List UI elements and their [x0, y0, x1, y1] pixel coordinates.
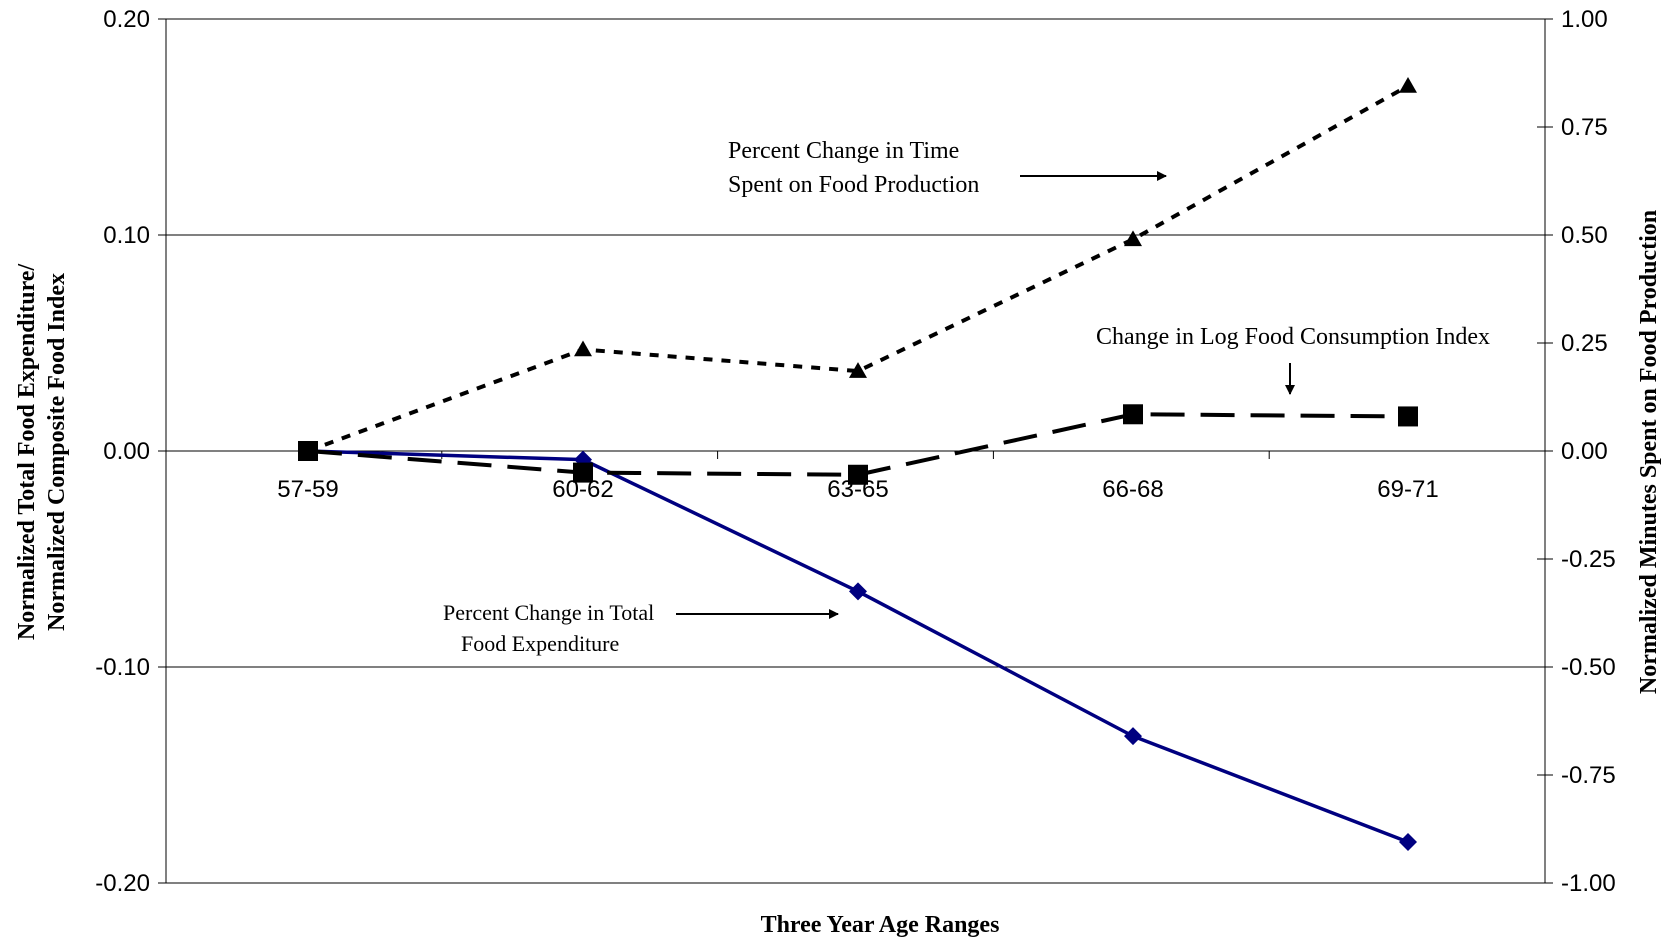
series-line: [307, 84, 1409, 453]
data-point-diamond: [1399, 832, 1417, 851]
right-axis-tick-label: -1.00: [1561, 870, 1616, 897]
data-point-triangle: [299, 442, 317, 458]
data-point-triangle: [849, 362, 867, 378]
annotation-log-consumption: Change in Log Food Consumption Index: [1096, 324, 1490, 395]
right-axis-tick-label: 0.25: [1561, 330, 1608, 357]
annotation-time-spent: Percent Change in Time Spent on Food Pro…: [728, 138, 1167, 198]
x-axis-category-label: 60-62: [552, 476, 613, 503]
right-axis-tick-label: -0.50: [1561, 654, 1616, 681]
left-axis-tick-label: -0.10: [95, 654, 150, 681]
annotation-total-expenditure-line-2: Food Expenditure: [461, 631, 619, 656]
data-point-square: [1123, 404, 1143, 425]
left-axis-tick-label: 0.20: [103, 6, 150, 33]
plot-series: [298, 76, 1418, 851]
axes: [158, 18, 1553, 884]
left-axis-tick-label: 0.00: [103, 438, 150, 465]
right-axis-tick-label: 1.00: [1561, 6, 1608, 33]
right-axis-tick-label: -0.75: [1561, 762, 1616, 789]
tick-labels: 0.20 0.10 0.00 -0.10 -0.20 1.00 0.75 0.50 0.25 0.…: [95, 6, 1615, 897]
x-axis-category-label: 57-59: [277, 476, 338, 503]
left-axis-title-line-2: Normalized Composite Food Index: [44, 273, 70, 631]
annotation-total-expenditure: Percent Change in Total Food Expenditure: [443, 600, 839, 656]
right-axis-tick-label: -0.25: [1561, 546, 1616, 573]
annotation-total-expenditure-line-1: Percent Change in Total: [443, 600, 654, 625]
data-point-diamond: [1124, 727, 1142, 746]
x-axis-category-label: 69-71: [1377, 476, 1438, 503]
data-point-square: [573, 462, 593, 483]
data-point-triangle: [1399, 76, 1417, 93]
left-axis-tick-label: -0.20: [95, 870, 150, 897]
left-axis-title-line-1: Normalized Total Food Expenditure/: [14, 264, 40, 641]
gridlines: [166, 18, 1545, 884]
right-axis-title: Normalized Minutes Spent on Food Product…: [1636, 210, 1662, 694]
annotation-time-spent-line-2: Spent on Food Production: [728, 172, 979, 198]
data-point-diamond: [849, 582, 867, 601]
data-point-square: [1398, 406, 1418, 427]
left-axis-tick-label: 0.10: [103, 222, 150, 249]
data-point-triangle: [574, 340, 592, 357]
x-axis-category-label: 66-68: [1102, 476, 1163, 503]
right-axis-tick-label: 0.50: [1561, 222, 1608, 249]
x-axis-category-label: 63-65: [827, 476, 888, 503]
annotation-time-spent-line-1: Percent Change in Time: [728, 138, 959, 164]
right-axis-tick-label: 0.00: [1561, 438, 1608, 465]
right-axis-tick-label: 0.75: [1561, 114, 1608, 141]
data-point-square: [848, 464, 868, 485]
x-axis-title: Three Year Age Ranges: [761, 912, 1000, 938]
annotation-log-consumption-line-1: Change in Log Food Consumption Index: [1096, 324, 1490, 350]
data-point-triangle: [1124, 230, 1142, 247]
